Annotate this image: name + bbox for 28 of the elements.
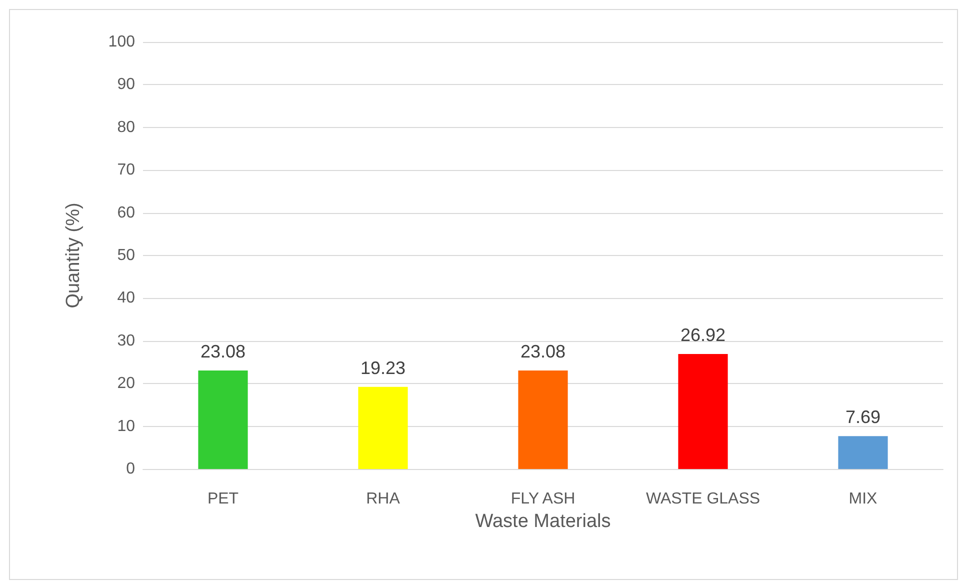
bar — [358, 386, 408, 469]
x-tick-label: PET — [207, 490, 239, 508]
bar — [838, 436, 888, 469]
data-label: 19.23 — [360, 358, 406, 378]
y-tick-label: 0 — [126, 460, 136, 478]
bar — [518, 370, 568, 469]
y-tick-label: 60 — [117, 204, 136, 222]
y-tick-label: 100 — [108, 34, 136, 50]
y-tick-label: 70 — [117, 162, 136, 179]
x-tick-label: WASTE GLASS — [646, 490, 760, 508]
y-tick-label: 10 — [117, 418, 136, 435]
y-tick-label: 50 — [117, 247, 136, 264]
bar — [198, 370, 248, 469]
bar — [678, 354, 728, 469]
y-tick-label: 40 — [117, 290, 136, 307]
x-tick-label: MIX — [848, 490, 878, 508]
y-tick-label: 20 — [117, 375, 136, 392]
data-label: 23.08 — [200, 341, 246, 362]
y-tick-label: 90 — [117, 76, 136, 94]
y-tick-label: 80 — [117, 118, 136, 136]
y-axis-title: Quantity (%) — [63, 202, 84, 308]
data-label: 23.08 — [520, 341, 566, 362]
data-label: 26.92 — [680, 325, 726, 346]
data-label: 7.69 — [845, 407, 881, 428]
x-tick-label: RHA — [366, 490, 400, 508]
y-tick-label: 30 — [117, 332, 136, 350]
x-tick-label: FLY ASH — [510, 490, 576, 508]
x-axis-title: Waste Materials — [475, 510, 611, 532]
